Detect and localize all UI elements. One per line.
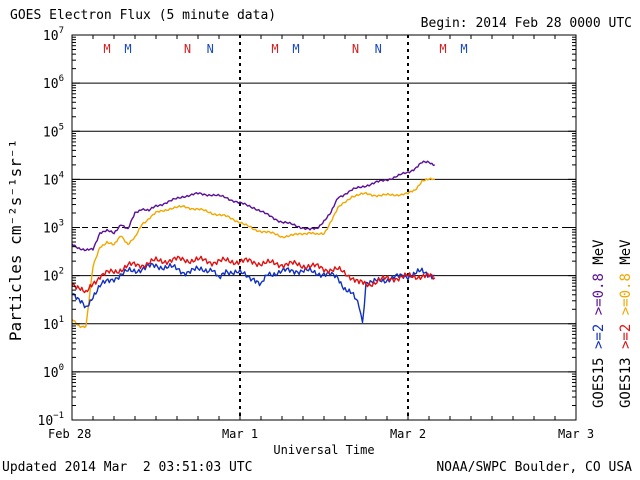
y-tick-label: 103 — [43, 219, 64, 237]
x-tick-label: Mar 3 — [558, 427, 594, 441]
mn-marker: M — [103, 42, 110, 56]
series-line-goes13-2-mev — [71, 255, 436, 294]
series-line-goes15-2-mev — [71, 262, 435, 324]
credit-label: NOAA/SWPC Boulder, CO USA — [436, 460, 632, 475]
mn-marker: M — [271, 42, 278, 56]
y-tick-label: 10−1 — [38, 411, 65, 429]
x-tick-label: Mar 1 — [222, 427, 258, 441]
y-tick-label: 106 — [43, 74, 64, 92]
series-line-goes15-0-8-mev — [71, 160, 436, 252]
series-line-goes13-0-8-mev — [71, 177, 435, 329]
x-axis-title: Universal Time — [273, 443, 374, 457]
y-tick-label: 100 — [43, 363, 64, 381]
updated-timestamp: Updated 2014 Mar 2 03:51:03 UTC — [2, 460, 253, 475]
mn-marker: M — [439, 42, 446, 56]
legend-goes13: GOES13 >=2 >=0.8 MeV — [618, 239, 634, 408]
legend-goes15: GOES15 >=2 >=0.8 MeV — [591, 239, 607, 408]
mn-marker: M — [292, 42, 299, 56]
y-tick-label: 107 — [43, 26, 64, 44]
mn-marker: N — [375, 42, 382, 56]
mn-marker: N — [207, 42, 214, 56]
chart-title: GOES Electron Flux (5 minute data) — [10, 8, 277, 23]
x-tick-label: Mar 2 — [390, 427, 426, 441]
mn-marker: M — [460, 42, 467, 56]
mn-marker: N — [184, 42, 191, 56]
x-tick-label: Feb 28 — [48, 427, 91, 441]
y-axis-title: Particles cm⁻²s⁻¹sr⁻¹ — [6, 139, 25, 341]
y-tick-label: 105 — [43, 122, 64, 140]
y-tick-label: 101 — [43, 315, 64, 333]
mn-marker: N — [352, 42, 359, 56]
y-tick-label: 104 — [43, 170, 64, 188]
begin-time-label: Begin: 2014 Feb 28 0000 UTC — [420, 16, 632, 31]
mn-marker: M — [124, 42, 131, 56]
y-tick-label: 102 — [43, 267, 64, 285]
